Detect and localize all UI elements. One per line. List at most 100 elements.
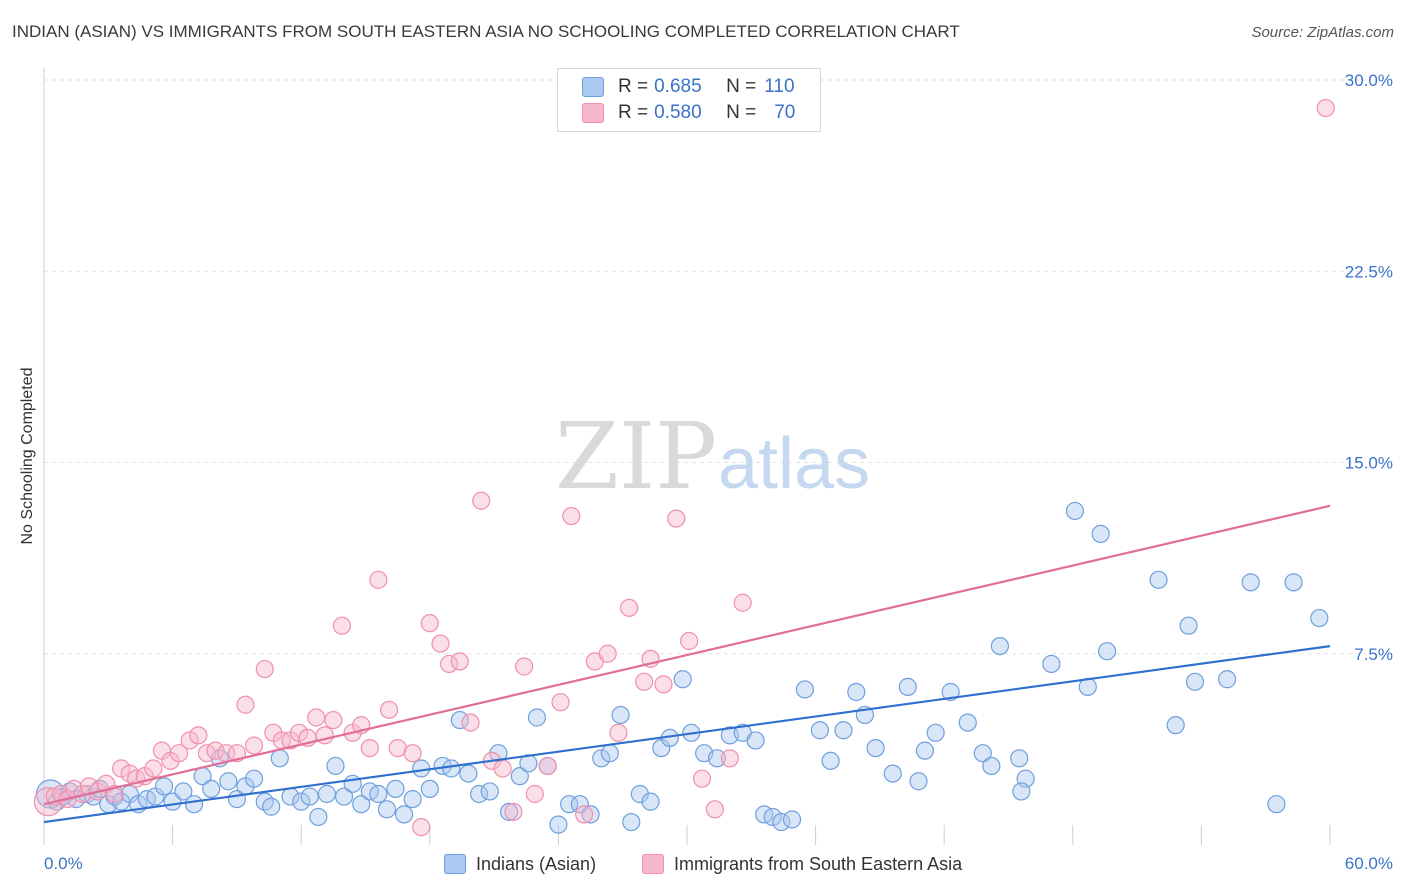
indians-point	[941, 682, 960, 702]
indians-point	[510, 767, 529, 786]
indians-point	[990, 636, 1010, 656]
x-tick-labels: 0.0% 60.0%	[44, 854, 1393, 873]
immigrants-point	[289, 723, 309, 742]
immigrants-point	[403, 744, 422, 763]
indians-point	[926, 723, 945, 742]
indians-point	[549, 815, 568, 834]
immigrants-point	[244, 736, 264, 755]
indians-point	[1166, 716, 1185, 735]
immigrants-swatch	[582, 103, 604, 123]
immigrants-point	[144, 759, 163, 778]
x-tick-label: 60.0%	[1345, 854, 1393, 873]
immigrants-point	[431, 634, 450, 653]
immigrants-point	[332, 616, 352, 635]
indians-point	[377, 800, 397, 819]
indians-point	[326, 756, 345, 776]
immigrants-point	[379, 700, 399, 719]
indians-point	[763, 807, 782, 827]
n-label: N =	[726, 76, 757, 97]
indians-point	[1241, 573, 1260, 592]
indians-point	[1042, 654, 1061, 674]
indians-point	[1179, 616, 1198, 635]
legend-label: Indians (Asian)	[476, 853, 597, 874]
n-label: N =	[726, 102, 757, 123]
indians-point	[821, 751, 840, 770]
indians-point	[611, 705, 630, 725]
stats-legend: R = 0.685 N = 110 R = 0.580 N = 70	[557, 68, 821, 132]
legend-item-immigrants[interactable]: Immigrants from South Eastern Asia	[642, 852, 962, 876]
indians-point	[469, 784, 489, 804]
immigrants-point	[439, 654, 459, 674]
indians-point	[184, 795, 204, 814]
indians-swatch	[582, 77, 604, 97]
immigrants-point	[562, 506, 581, 526]
indians-point	[219, 772, 238, 791]
immigrants-point	[236, 695, 255, 714]
indians-point	[244, 769, 264, 788]
immigrants-point	[206, 741, 225, 760]
indians-point	[1065, 501, 1085, 521]
indians-point	[973, 744, 992, 763]
indians-point	[420, 779, 439, 799]
immigrants-point	[169, 744, 189, 763]
immigrants-point	[307, 708, 326, 727]
indians-point	[600, 744, 619, 763]
r-label: R =	[618, 76, 649, 97]
indians-point	[581, 805, 600, 824]
immigrants-point	[112, 759, 131, 778]
indians-point	[480, 782, 499, 801]
immigrants-point	[609, 723, 628, 742]
indians-point	[834, 721, 853, 740]
indians-point	[450, 710, 469, 730]
immigrants-point	[504, 802, 523, 821]
immigrants-point	[705, 800, 724, 819]
y-tick-label: 30.0%	[1345, 71, 1393, 90]
indians-point	[292, 792, 311, 811]
indians-point	[300, 787, 319, 806]
indians-point	[746, 731, 765, 750]
indians-point	[403, 789, 422, 809]
n-value: 110	[764, 76, 795, 97]
indians-point	[1091, 524, 1110, 544]
indians-point	[202, 779, 221, 799]
immigrants-point	[255, 659, 274, 679]
y-tick-label: 22.5%	[1345, 262, 1393, 281]
indians-point	[883, 764, 902, 783]
indians-point	[317, 784, 337, 804]
immigrants-point	[515, 657, 534, 676]
indians-point	[622, 812, 641, 832]
indians-point	[527, 708, 547, 727]
legend-item-indians[interactable]: Indians (Asian)	[444, 852, 596, 876]
indians-point	[641, 792, 660, 811]
indians-point	[412, 759, 431, 778]
indians-point	[1267, 795, 1286, 814]
indians-point	[386, 779, 405, 799]
indians-point	[459, 764, 478, 783]
grid-lines	[43, 68, 1366, 845]
stats-row-indians: R = 0.685 N = 110	[582, 75, 795, 99]
immigrants-point	[412, 818, 431, 837]
indians-point	[772, 812, 791, 832]
indians-point	[309, 807, 328, 827]
immigrants-point	[575, 805, 594, 824]
immigrants-point	[180, 731, 199, 750]
immigrants-point	[654, 675, 673, 694]
indians-point	[1185, 672, 1205, 691]
indians-point	[898, 677, 917, 697]
indians-point	[394, 805, 414, 824]
immigrants-point	[493, 759, 512, 778]
immigrants-point	[450, 652, 469, 671]
indians-point	[369, 784, 388, 804]
indians-point	[909, 772, 928, 791]
indians-point	[795, 680, 814, 699]
indians-point	[707, 749, 727, 768]
watermark-zip: ZIP	[555, 403, 717, 510]
immigrants-point	[525, 784, 544, 804]
immigrants-point	[635, 672, 654, 691]
indians-point	[782, 810, 802, 829]
indians-point	[592, 749, 611, 768]
immigrants-point	[420, 614, 439, 633]
indians-point	[1310, 608, 1329, 628]
trend-lines	[43, 504, 1331, 824]
